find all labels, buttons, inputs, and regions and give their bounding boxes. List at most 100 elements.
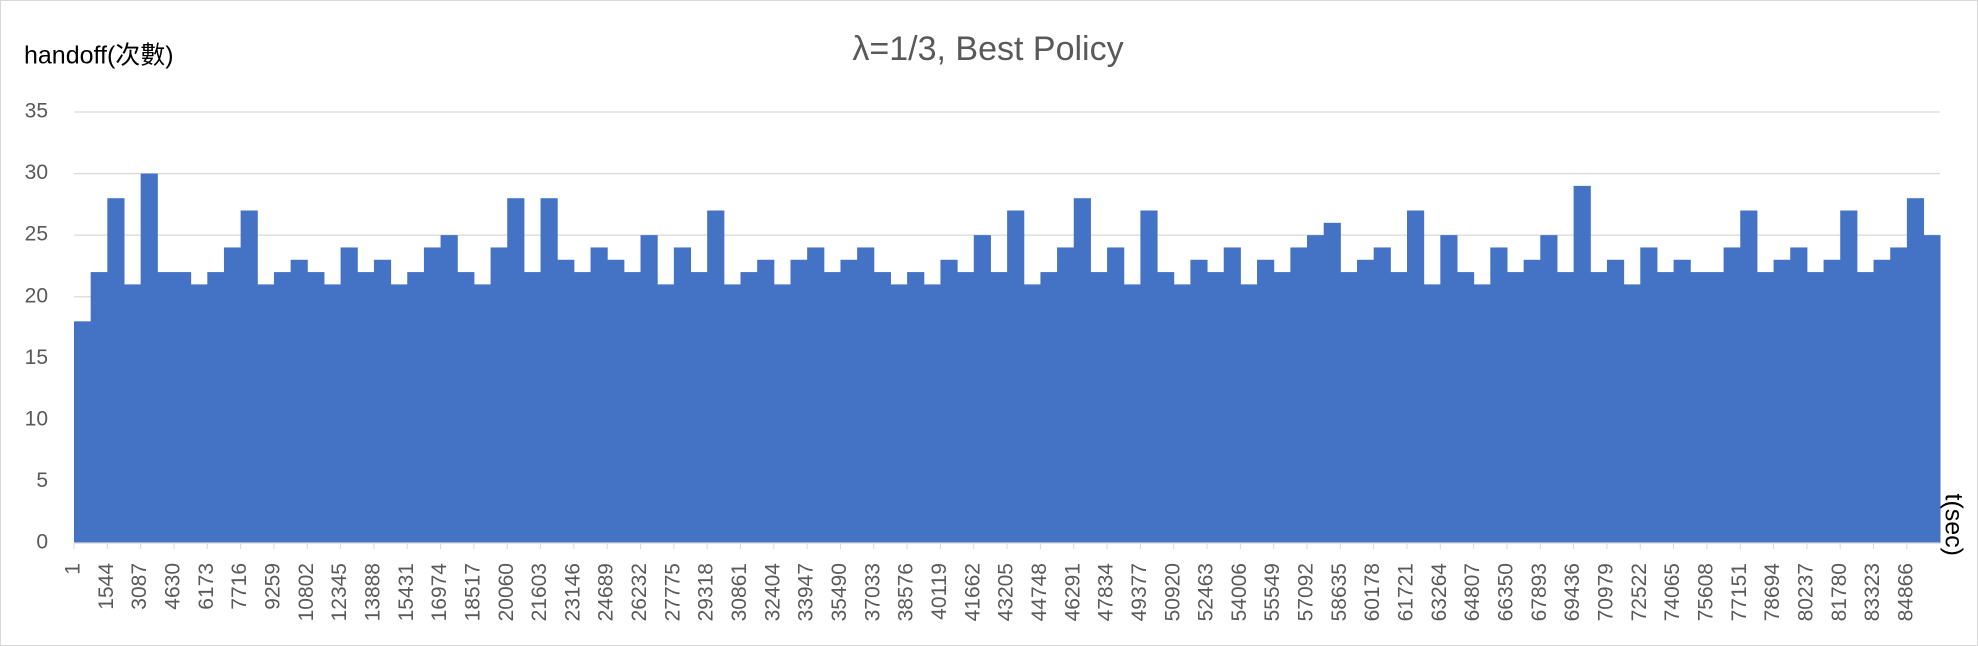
bar: [1373, 247, 1391, 543]
bar: [1040, 272, 1058, 543]
y-tick-label: 25: [25, 223, 48, 246]
bar: [590, 247, 608, 543]
bar: [890, 284, 908, 543]
bar: [290, 259, 308, 543]
x-axis-label: t(sec): [1939, 494, 1967, 557]
bar: [140, 173, 158, 544]
bar: [1523, 259, 1541, 543]
x-tick-label: 80237: [1794, 563, 1817, 621]
bar: [623, 272, 642, 543]
x-tick-label: 23146: [561, 563, 584, 621]
bar: [690, 272, 708, 543]
bar: [523, 272, 542, 543]
bar: [1556, 272, 1575, 543]
bar: [307, 272, 325, 543]
bar: [823, 272, 841, 543]
bar: [1473, 284, 1491, 543]
x-tick-label: 81780: [1828, 563, 1851, 621]
bar: [1606, 259, 1625, 543]
bar: [1406, 210, 1425, 543]
bar: [1007, 210, 1025, 543]
bar: [1090, 272, 1108, 543]
bar: [1123, 284, 1141, 543]
x-tick-label: 13888: [361, 563, 384, 621]
bar: [657, 284, 675, 543]
x-tick-label: 38576: [895, 563, 918, 621]
bar: [807, 247, 825, 543]
bar: [357, 272, 375, 543]
bar: [923, 284, 941, 543]
x-tick-label: 66350: [1495, 563, 1518, 621]
bar: [990, 272, 1008, 543]
y-tick-label: 15: [25, 346, 48, 369]
bar: [440, 235, 458, 543]
bar: [1906, 198, 1925, 543]
bar: [1423, 284, 1441, 543]
x-tick-label: 57092: [1295, 563, 1318, 621]
bar: [1173, 284, 1191, 543]
bar: [90, 272, 108, 543]
bar: [1756, 272, 1775, 543]
bar: [1456, 272, 1475, 543]
bar: [1323, 222, 1341, 544]
y-tick-label: 30: [25, 161, 48, 184]
bar: [1490, 247, 1508, 543]
y-tick-label: 10: [25, 407, 48, 430]
x-tick-label: 1544: [95, 563, 118, 610]
x-tick-label: 67893: [1528, 563, 1551, 621]
bar: [1873, 259, 1891, 543]
bar: [457, 272, 475, 543]
bar: [873, 272, 891, 543]
x-tick-label: 32404: [761, 563, 784, 622]
bar: [1240, 284, 1258, 543]
bar: [1273, 272, 1291, 543]
bar: [373, 259, 392, 543]
x-tick-label: 35490: [828, 563, 851, 621]
bar: [1540, 235, 1558, 543]
x-tick-label: 72522: [1628, 563, 1651, 621]
bar: [390, 284, 408, 543]
bar: [773, 284, 791, 543]
y-tick-label: 5: [36, 469, 48, 492]
bar: [123, 284, 142, 543]
bar: [1706, 272, 1725, 543]
x-tick-label: 55549: [1261, 563, 1284, 621]
x-tick-label: 27775: [661, 563, 684, 621]
bar: [940, 259, 958, 543]
bar: [1723, 247, 1741, 543]
x-tick-label: 83323: [1861, 563, 1884, 621]
x-tick-label: 61721: [1395, 563, 1418, 621]
bar: [673, 247, 692, 543]
x-tick-label: 1: [62, 563, 85, 575]
bar: [1590, 272, 1608, 543]
bar: [1656, 272, 1675, 543]
bar: [190, 284, 208, 543]
bar: [1506, 272, 1525, 543]
x-tick-label: 7716: [228, 563, 251, 610]
x-tick-label: 43205: [995, 563, 1018, 621]
bar: [1773, 259, 1791, 543]
x-tick-label: 77151: [1728, 563, 1751, 621]
x-tick-label: 16974: [428, 563, 451, 622]
bar: [1207, 272, 1225, 543]
x-tick-label: 15431: [395, 563, 418, 621]
bar: [1223, 247, 1241, 543]
bar: [223, 247, 242, 543]
x-tick-label: 50920: [1161, 563, 1184, 621]
bar: [1107, 247, 1125, 543]
bar: [1690, 272, 1708, 543]
y-tick-label: 35: [25, 100, 48, 123]
bar: [973, 235, 991, 543]
x-tick-label: 52463: [1195, 563, 1218, 621]
bar: [723, 284, 741, 543]
bar: [257, 284, 275, 543]
bar: [607, 259, 625, 543]
bar: [1023, 284, 1041, 543]
x-tick-label: 58635: [1328, 563, 1351, 621]
bar: [273, 272, 292, 543]
bar: [1673, 259, 1691, 543]
x-tick-label: 3087: [128, 563, 151, 610]
bar: [1640, 247, 1658, 543]
bar: [157, 272, 175, 543]
